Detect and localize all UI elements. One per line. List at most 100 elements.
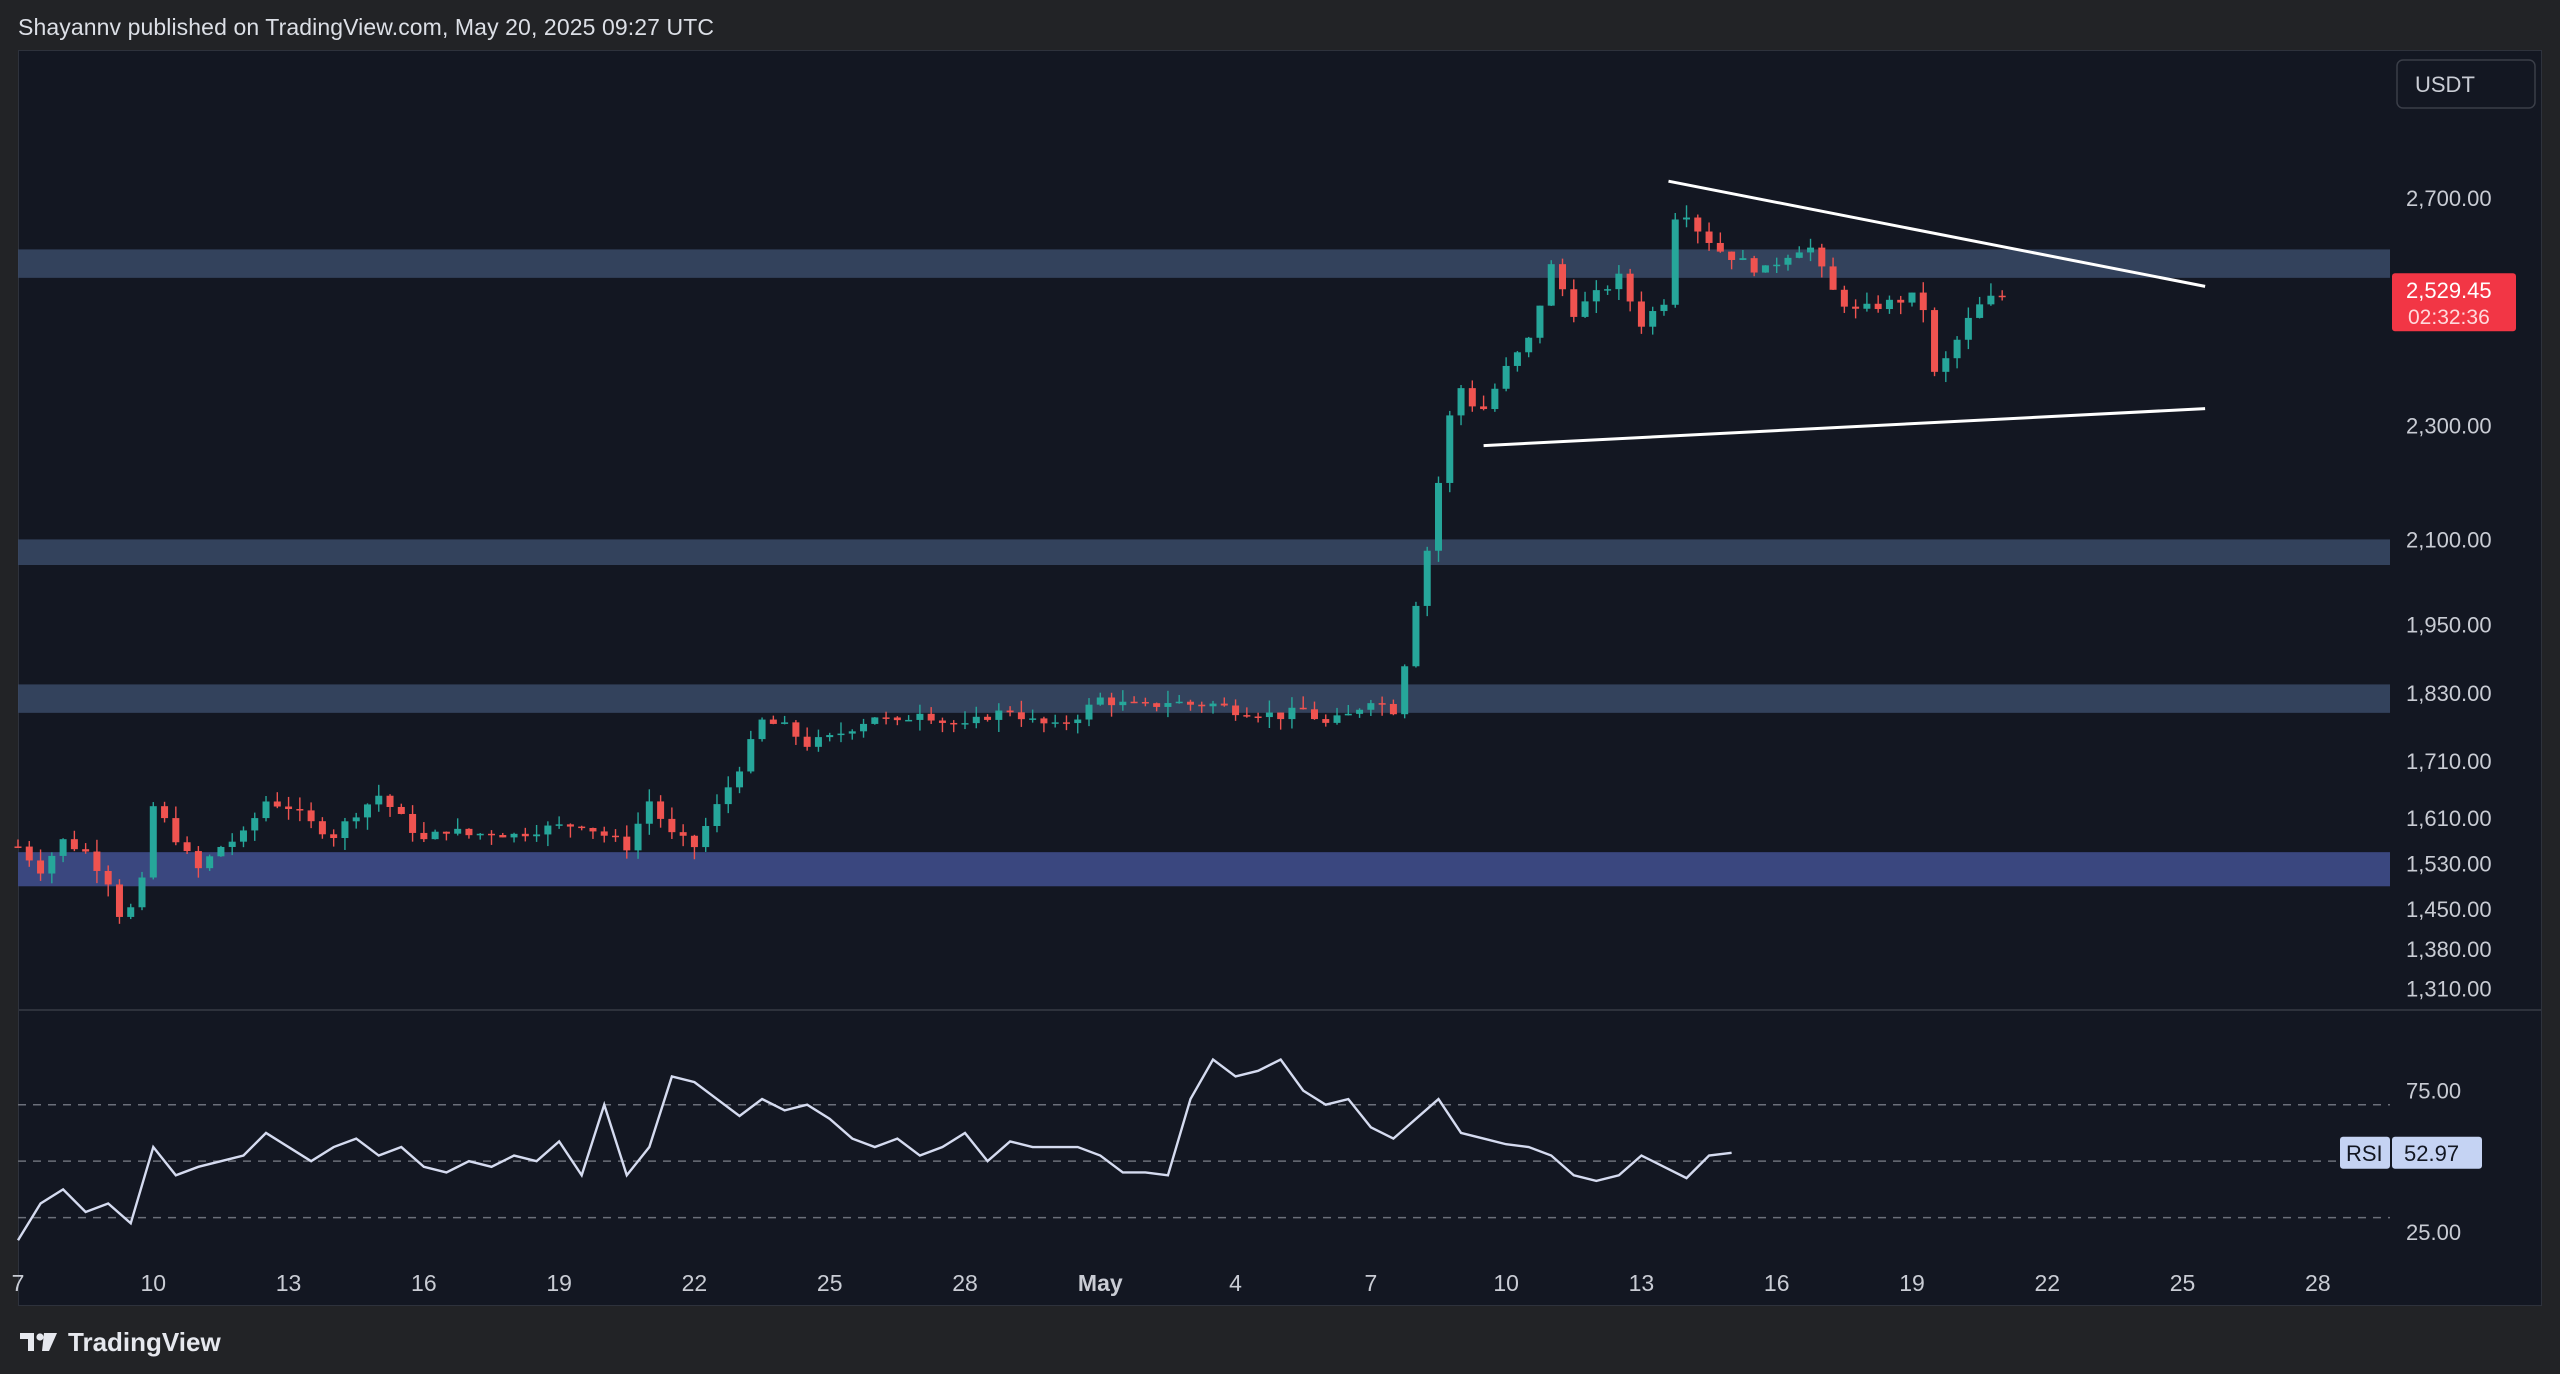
time-tick-label: 13	[276, 1270, 302, 1296]
candle-body	[206, 856, 214, 869]
candle-body	[476, 833, 484, 836]
candle-body	[307, 810, 315, 822]
candle-body	[984, 716, 992, 720]
candle-body	[1232, 705, 1240, 716]
candle-body	[769, 719, 777, 724]
candle-body	[296, 809, 304, 811]
candle-body	[386, 795, 394, 807]
time-tick-label: 25	[2170, 1270, 2196, 1296]
candle-body	[1468, 388, 1476, 407]
candle-body	[1885, 299, 1893, 310]
candle-body	[961, 723, 969, 725]
price-tick-label: 2,700.00	[2406, 186, 2492, 211]
candle-body	[1378, 703, 1386, 705]
candle-body	[1863, 303, 1871, 309]
candle-body	[1705, 231, 1713, 243]
candle-body	[1536, 305, 1544, 338]
candle-body	[1773, 264, 1781, 267]
candle-body	[916, 713, 924, 720]
candle-body	[465, 828, 473, 836]
candle-body	[228, 841, 236, 847]
candle-body	[713, 804, 721, 827]
candle-body	[1976, 304, 1984, 318]
candle-body	[239, 830, 247, 842]
candle-body	[1829, 266, 1837, 290]
price-tick-label: 1,450.00	[2406, 897, 2492, 922]
candlestick-series	[14, 205, 2006, 924]
candle-body	[1604, 289, 1612, 291]
candle-body	[1592, 290, 1600, 302]
currency-badge[interactable]	[2396, 59, 2536, 109]
time-tick-label: 22	[682, 1270, 708, 1296]
candle-body	[1874, 303, 1882, 310]
trendline-upper-resistance[interactable]	[1668, 179, 2206, 288]
bar-countdown-label: 02:32:36	[2408, 306, 2490, 329]
time-tick-label: 13	[1629, 1270, 1655, 1296]
candle-body	[1626, 273, 1634, 302]
candle-body	[634, 823, 642, 851]
candle-body	[1108, 697, 1116, 706]
price-tick-label: 1,610.00	[2406, 806, 2492, 831]
candle-body	[645, 801, 653, 824]
time-tick-label: 16	[411, 1270, 437, 1296]
publish-info: Shayannv published on TradingView.com, M…	[18, 14, 715, 40]
candle-body	[499, 835, 507, 838]
time-tick-label: 4	[1229, 1270, 1242, 1296]
time-axis[interactable]: 7 10 13 16 19 22 25 28 May 4 7 10 13 16 19 22 25 28	[12, 1270, 2331, 1296]
price-tick-label: 1,310.00	[2406, 977, 2492, 1002]
rsi-line	[16, 1057, 1732, 1241]
time-tick-label: 28	[2305, 1270, 2331, 1296]
candle-body	[950, 722, 958, 725]
candle-body	[1164, 703, 1172, 707]
candle-body	[341, 821, 349, 839]
candle-body	[1807, 247, 1815, 253]
candle-body	[82, 849, 90, 852]
price-tick-label: 2,300.00	[2406, 414, 2492, 439]
candle-body	[285, 806, 293, 810]
candle-body	[1401, 666, 1409, 715]
candle-body	[589, 827, 597, 832]
candle-body	[138, 877, 146, 908]
candle-body	[330, 834, 338, 839]
candle-body	[578, 826, 586, 829]
candle-body	[194, 851, 202, 869]
zone-band	[18, 249, 2390, 278]
candle-body	[521, 833, 529, 837]
candle-body	[1480, 406, 1488, 410]
zone-band	[18, 852, 2390, 887]
candle-body	[1739, 258, 1747, 260]
candle-body	[837, 733, 845, 736]
candle-body	[1277, 712, 1285, 720]
candle-body	[1074, 719, 1082, 724]
candle-body	[848, 731, 856, 734]
candle-body	[149, 806, 157, 878]
candle-body	[566, 824, 574, 827]
tradingview-brand: TradingView	[68, 1326, 221, 1357]
time-tick-label: 19	[1899, 1270, 1925, 1296]
candle-body	[442, 831, 450, 834]
candle-body	[1243, 715, 1251, 717]
candle-body	[1085, 704, 1093, 720]
candle-body	[1457, 388, 1465, 416]
price-axis[interactable]: USDT 2,700.00 2,300.00 2,100.00 1,950.00 1,83…	[2340, 59, 2536, 1245]
candle-body	[217, 846, 225, 857]
currency-badge-label: USDT	[2415, 72, 2475, 97]
support-resistance-zones	[18, 249, 2390, 887]
candle-body	[1942, 358, 1950, 372]
candle-body	[161, 806, 169, 819]
candle-body	[1322, 719, 1330, 723]
candle-body	[510, 833, 518, 838]
candle-body	[1795, 252, 1803, 258]
time-tick-label: 25	[817, 1270, 843, 1296]
candle-body	[1897, 299, 1905, 303]
candle-body	[679, 832, 687, 836]
trendline-lower-support[interactable]	[1483, 407, 2206, 448]
rsi-name-label: RSI	[2346, 1141, 2383, 1166]
candle-body	[1265, 712, 1273, 718]
candle-body	[747, 739, 755, 772]
candle-body	[1356, 709, 1364, 714]
candle-body	[1953, 339, 1961, 359]
rsi-grid	[18, 1009, 2542, 1219]
candle-body	[1254, 716, 1262, 719]
